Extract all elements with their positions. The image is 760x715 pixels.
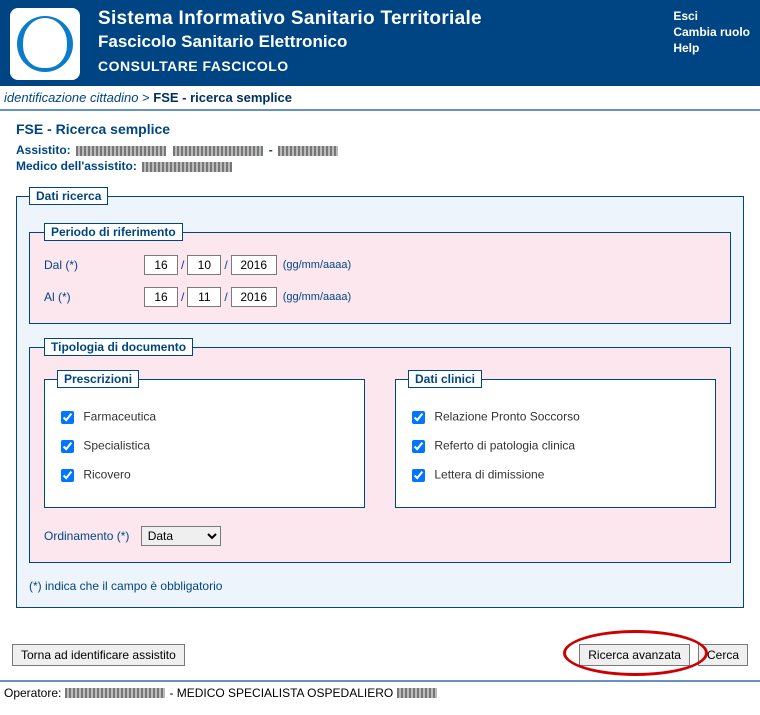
dal-year-input[interactable] xyxy=(231,255,277,275)
page-title: FSE - Ricerca semplice xyxy=(16,121,744,137)
periodo-legend: Periodo di riferimento xyxy=(44,223,183,241)
cerca-button[interactable]: Cerca xyxy=(698,644,748,666)
chk-ricovero[interactable] xyxy=(61,469,74,482)
operatore-value-redacted xyxy=(65,688,165,698)
medico-line: Medico dell'assistito: xyxy=(16,159,744,173)
chk-specialistica-label: Specialistica xyxy=(83,439,150,453)
ordinamento-row: Ordinamento (*) Data xyxy=(44,526,716,546)
link-cambia-ruolo[interactable]: Cambia ruolo xyxy=(673,24,750,40)
slash: / xyxy=(178,258,187,272)
al-year-input[interactable] xyxy=(231,287,277,307)
action-bar: Torna ad identificare assistito Ricerca … xyxy=(0,622,760,676)
al-day-input[interactable] xyxy=(144,287,178,307)
assistito-value-redacted-2 xyxy=(173,146,263,156)
assistito-value-redacted-3 xyxy=(278,146,338,156)
app-logo xyxy=(10,8,80,80)
chk-pronto-soccorso-label: Relazione Pronto Soccorso xyxy=(434,410,579,424)
required-note: (*) indica che il campo è obbligatorio xyxy=(29,579,731,593)
link-help[interactable]: Help xyxy=(673,40,750,56)
slash: / xyxy=(178,290,187,304)
dati-clinici-legend: Dati clinici xyxy=(408,370,482,388)
module-title: CONSULTARE FASCICOLO xyxy=(98,58,673,74)
link-esci[interactable]: Esci xyxy=(673,8,750,24)
chk-lettera-dimissione-label: Lettera di dimissione xyxy=(434,468,544,482)
header-titles: Sistema Informativo Sanitario Territoria… xyxy=(98,8,673,74)
assistito-value-redacted xyxy=(76,146,166,156)
ricerca-avanzata-button[interactable]: Ricerca avanzata xyxy=(579,644,690,666)
prescrizioni-fieldset: Prescrizioni Farmaceutica Specialistica … xyxy=(44,370,365,508)
chk-referto-patologia[interactable] xyxy=(412,440,425,453)
operatore-label: Operatore: xyxy=(4,686,61,700)
app-subtitle: Fascicolo Sanitario Elettronico xyxy=(98,32,673,52)
ordinamento-select[interactable]: Data xyxy=(141,526,221,546)
ordinamento-label: Ordinamento (*) xyxy=(44,529,129,543)
chk-lettera-dimissione[interactable] xyxy=(412,469,425,482)
slash: / xyxy=(221,290,230,304)
header-links: Esci Cambia ruolo Help xyxy=(673,8,750,57)
periodo-fieldset: Periodo di riferimento Dal (*) / / (gg/m… xyxy=(29,223,731,324)
al-month-input[interactable] xyxy=(187,287,221,307)
al-format-hint: (gg/mm/aaaa) xyxy=(283,291,351,303)
assistito-line: Assistito: - xyxy=(16,143,744,157)
chk-ricovero-label: Ricovero xyxy=(83,468,130,482)
assistito-label: Assistito: xyxy=(16,143,71,157)
torna-button[interactable]: Torna ad identificare assistito xyxy=(12,644,185,666)
breadcrumb-prev[interactable]: identificazione cittadino xyxy=(4,90,138,105)
dati-ricerca-legend: Dati ricerca xyxy=(29,187,108,205)
prescrizioni-legend: Prescrizioni xyxy=(57,370,139,388)
operatore-role: - MEDICO SPECIALISTA OSPEDALIERO xyxy=(169,686,393,700)
app-title: Sistema Informativo Sanitario Territoria… xyxy=(98,8,673,30)
al-label: Al (*) xyxy=(44,290,144,304)
chk-farmaceutica[interactable] xyxy=(61,411,74,424)
chk-pronto-soccorso[interactable] xyxy=(412,411,425,424)
breadcrumb: identificazione cittadino > FSE - ricerc… xyxy=(0,86,760,111)
medico-label: Medico dell'assistito: xyxy=(16,159,137,173)
chk-referto-patologia-label: Referto di patologia clinica xyxy=(434,439,575,453)
footer: Operatore: - MEDICO SPECIALISTA OSPEDALI… xyxy=(0,682,760,708)
dal-format-hint: (gg/mm/aaaa) xyxy=(283,259,351,271)
dal-day-input[interactable] xyxy=(144,255,178,275)
operatore-tail-redacted xyxy=(397,688,437,698)
dal-month-input[interactable] xyxy=(187,255,221,275)
slash: / xyxy=(221,258,230,272)
breadcrumb-current: FSE - ricerca semplice xyxy=(153,90,292,105)
dati-ricerca-fieldset: Dati ricerca Periodo di riferimento Dal … xyxy=(16,187,744,608)
al-row: Al (*) / / (gg/mm/aaaa) xyxy=(44,287,716,307)
chk-specialistica[interactable] xyxy=(61,440,74,453)
main-content: FSE - Ricerca semplice Assistito: - Medi… xyxy=(0,111,760,622)
tipologia-legend: Tipologia di documento xyxy=(44,338,193,356)
tipologia-fieldset: Tipologia di documento Prescrizioni Farm… xyxy=(29,338,731,563)
breadcrumb-sep: > xyxy=(142,90,150,105)
app-header: Sistema Informativo Sanitario Territoria… xyxy=(0,0,760,86)
dati-clinici-fieldset: Dati clinici Relazione Pronto Soccorso R… xyxy=(395,370,716,508)
chk-farmaceutica-label: Farmaceutica xyxy=(83,410,156,424)
dal-row: Dal (*) / / (gg/mm/aaaa) xyxy=(44,255,716,275)
dal-label: Dal (*) xyxy=(44,258,144,272)
medico-value-redacted xyxy=(142,162,232,172)
